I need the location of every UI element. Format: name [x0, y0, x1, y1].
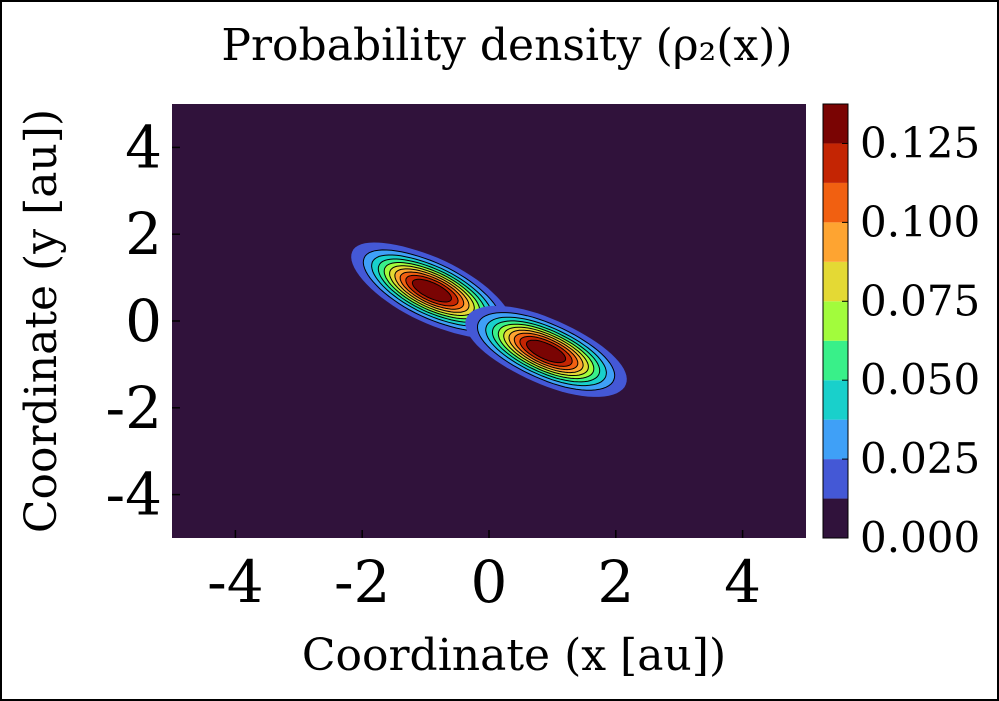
x-axis-ticks: -4 -2 0 2 4: [207, 530, 761, 616]
y-axis-ticks: 4 2 0 -2 -4: [106, 113, 180, 529]
y-tick-label: 2: [125, 200, 162, 268]
colorbar-segment: [823, 222, 848, 262]
x-axis-label: Coordinate (x [au]): [302, 630, 726, 681]
colorbar-outline: [822, 103, 849, 539]
y-tick-label: -2: [106, 374, 163, 442]
colorbar-tick-label: 0.075: [860, 276, 980, 325]
x-tick-label: 2: [597, 548, 634, 616]
plot-area: [172, 104, 806, 538]
y-axis-label: Coordinate (y [au]): [16, 109, 67, 533]
colorbar-tick-label: 0.000: [860, 513, 980, 562]
y-tick-label: 4: [125, 113, 162, 181]
colorbar-segment: [823, 301, 848, 341]
x-tick-label: -4: [207, 548, 264, 616]
colorbar-segment: [823, 143, 848, 183]
contour-band-2-10: [525, 339, 567, 364]
x-tick-label: -2: [334, 548, 391, 616]
colorbar-segment: [823, 419, 848, 460]
colorbar-segment: [823, 498, 848, 538]
colorbar-tick-label: 0.050: [860, 355, 980, 404]
colorbar-segment: [823, 261, 848, 302]
chart-title: Probability density (ρ₂(x)): [221, 20, 792, 71]
colorbar-segment: [823, 459, 848, 499]
colorbar-tick-label: 0.025: [860, 434, 980, 483]
colorbar-segment: [823, 182, 848, 223]
colorbar-segment: [823, 380, 848, 420]
colorbar-tick-label: 0.100: [860, 197, 980, 246]
colorbar: 0.000 0.025 0.050 0.075 0.100 0.125: [822, 103, 980, 562]
x-tick-label: 4: [724, 548, 761, 616]
colorbar-segment: [823, 340, 848, 381]
x-tick-label: 0: [471, 548, 508, 616]
y-tick-label: -4: [106, 461, 163, 529]
y-tick-label: 0: [125, 287, 162, 355]
contour-band-1-10: [411, 278, 453, 303]
colorbar-tick-label: 0.125: [860, 118, 980, 167]
colorbar-segment: [823, 104, 848, 144]
